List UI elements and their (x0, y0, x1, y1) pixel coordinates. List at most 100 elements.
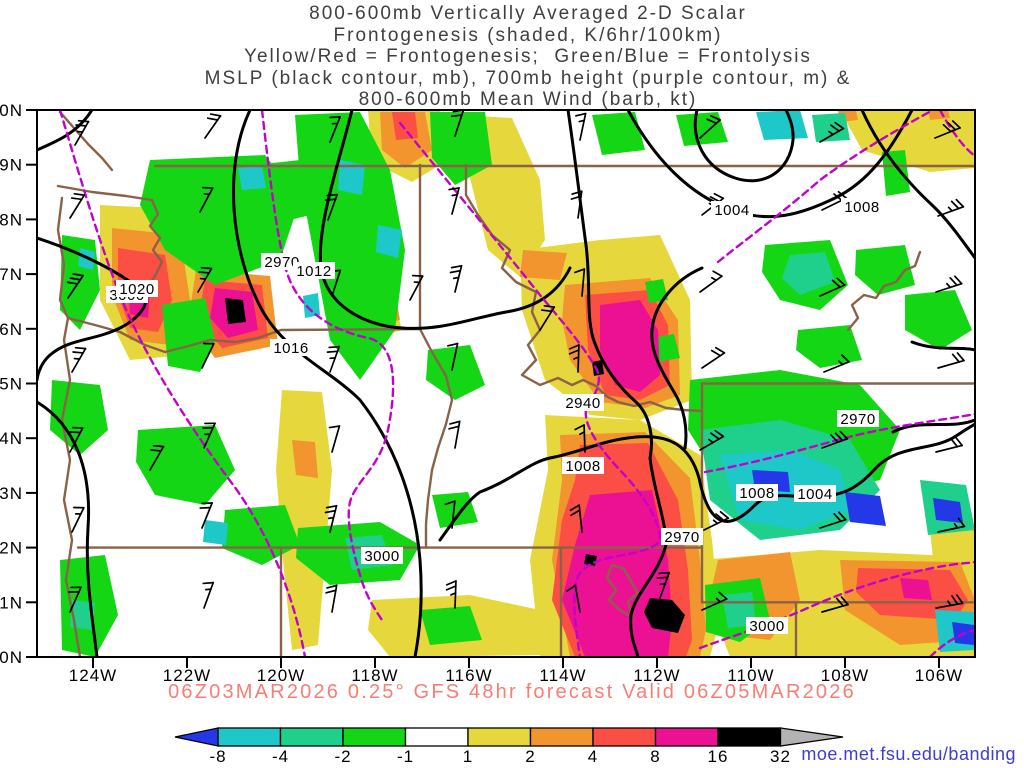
wind-barb (149, 444, 165, 471)
wind-barb (574, 268, 586, 297)
contour-label: 1008 (841, 198, 883, 216)
wind-barb (74, 119, 90, 146)
colorbar-segment (592, 727, 657, 747)
lat-label: 42N (0, 539, 23, 558)
wind-barb (821, 596, 849, 613)
contour-label: 1004 (794, 485, 836, 503)
shaded-region (162, 298, 215, 372)
contour-label-text: 1008 (844, 199, 879, 216)
contour-label-box (270, 339, 312, 356)
wind-barb (69, 192, 86, 219)
wind-barb (202, 422, 216, 449)
contour-label-box (746, 617, 788, 634)
colorbar-segment (217, 727, 282, 747)
lon-label: 114W (539, 666, 586, 685)
lat-label: 48N (0, 210, 23, 229)
title-line-3: Yellow/Red = Frontogenesis; Green/Blue =… (244, 46, 812, 67)
colorbar-tick-label: 1 (463, 747, 473, 766)
colorbar-tick-label: -4 (272, 747, 289, 766)
wind-barb (409, 274, 424, 301)
colorbar-tick-label: -8 (209, 747, 226, 766)
lon-label: 120W (257, 666, 305, 685)
contour-label-text: 1004 (797, 486, 832, 503)
contour-label: 1004 (711, 201, 753, 219)
wind-barb (937, 517, 966, 533)
shaded-region (392, 112, 418, 140)
wind-barb (570, 190, 583, 219)
lon-label: 116W (445, 666, 492, 685)
forecast-validity-text: 06Z03MAR2026 0.25° GFS 48hr forecast Val… (168, 681, 856, 703)
contour-label-box (261, 253, 303, 270)
lat-label: 46N (0, 320, 23, 339)
wind-barb (568, 344, 580, 373)
contour-label: 1020 (116, 280, 158, 298)
shaded-region (928, 110, 950, 120)
contour-label-text: 1016 (273, 340, 308, 357)
mslp-contour (438, 422, 975, 542)
wind-barb (69, 426, 84, 453)
lat-label: 49N (0, 156, 23, 175)
wind-barb (444, 500, 456, 529)
lat-label: 45N (0, 375, 23, 394)
shaded-region (900, 578, 932, 600)
colorbar-segment (467, 727, 532, 747)
shaded-region (380, 112, 432, 168)
contour-label-text: 2970 (664, 529, 699, 546)
wind-barb (569, 504, 583, 533)
title-line-4: MSLP (black contour, mb), 700mb height (… (204, 67, 852, 89)
lon-label: 118W (351, 666, 398, 685)
wind-barb (821, 430, 849, 449)
wind-barb (326, 345, 341, 373)
state-border (56, 184, 164, 286)
contour-label-text: 2970 (840, 411, 875, 428)
wind-barb (71, 346, 87, 373)
contour-label-text: 1004 (714, 202, 749, 219)
mslp-contour (231, 110, 423, 657)
wind-barb (199, 186, 214, 213)
height-contour (716, 110, 935, 264)
wind-barb (329, 116, 341, 143)
contour-label-box (841, 198, 883, 215)
wind-barb (71, 506, 85, 533)
shaded-region (225, 298, 246, 324)
state-border (56, 196, 82, 657)
colorbar-tick-label: 2 (525, 747, 535, 766)
mslp-contour (860, 110, 975, 260)
contour-label: 2970 (261, 253, 303, 271)
contour-label-box (794, 485, 836, 502)
height-contour (703, 412, 975, 474)
banding-url-link[interactable]: moe.met.fsu.edu/banding (801, 744, 1016, 764)
shaded-region (796, 325, 862, 368)
wind-barb (699, 115, 721, 139)
shaded-region (645, 279, 668, 303)
wind-barb (935, 594, 964, 609)
mslp-contour (37, 400, 99, 657)
wind-barb (701, 591, 728, 611)
shaded-region (882, 150, 910, 196)
shaded-region (756, 110, 808, 140)
shaded-region (276, 390, 332, 650)
contour-label: 1016 (270, 339, 312, 357)
contour-label: 1012 (293, 262, 335, 280)
wind-barb (324, 193, 339, 221)
shaded-region (600, 300, 660, 392)
wind-barb (539, 304, 556, 331)
state-border (464, 163, 704, 413)
shaded-region (855, 245, 915, 295)
colorbar: -8 -4 -2 -1 1 2 4 8 16 32 (174, 727, 844, 766)
wind-barb (68, 586, 82, 613)
lat-label: 47N (0, 265, 23, 284)
map-content: 3000102029701012101610041008294010082970… (37, 110, 975, 657)
lat-label: 50N (0, 101, 23, 120)
lat-label: 43N (0, 484, 23, 503)
contour-label-box (661, 528, 703, 545)
contour-label-box (562, 457, 604, 474)
colorbar-tick-label: 8 (650, 747, 660, 766)
wind-barb (656, 571, 671, 599)
lat-label: 41N (0, 593, 23, 612)
wind-barb (937, 352, 965, 369)
wind-barb (699, 429, 725, 451)
contour-label-text: 2970 (264, 254, 299, 271)
contour-label: 3000 (746, 617, 788, 635)
